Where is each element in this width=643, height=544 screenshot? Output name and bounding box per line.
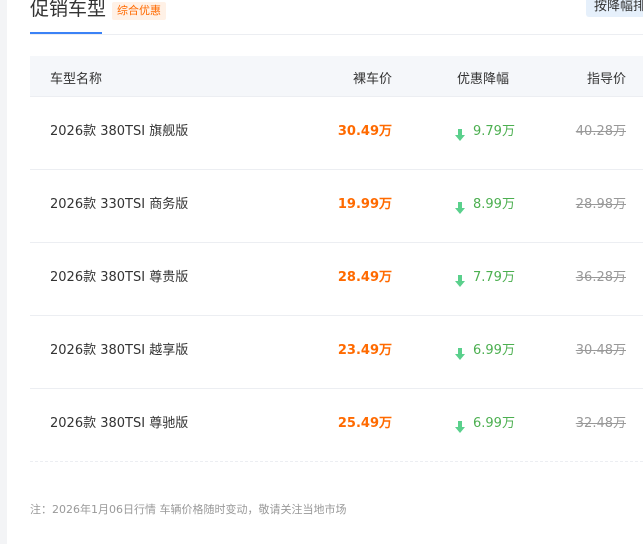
table-header [30,56,643,97]
model-name: 2026款 330TSI 商务版 [50,197,189,212]
divider [30,34,643,35]
bare-price: 25.49万 [337,416,392,431]
discount: 7.79万 [473,270,515,285]
discount: 6.99万 [473,416,515,431]
row-divider [30,388,643,389]
column-header: 车型名称 [50,72,103,87]
arrow-icon [455,348,465,360]
bare-price: 30.49万 [337,124,392,139]
arrow-icon [455,202,465,214]
bare-price: 28.49万 [337,270,392,285]
row-divider [30,169,643,170]
discount: 6.99万 [473,343,515,358]
discount: 8.99万 [473,197,515,212]
model-name: 2026款 380TSI 旗舰版 [50,124,189,139]
arrow-icon [455,421,465,433]
sort-button[interactable]: 按降幅排 [586,0,643,17]
down-arrow [455,272,465,287]
footnote: 注：2026年1月06日行情 车辆价格随时变动，敬请关注当地市场 [30,503,347,516]
discount: 9.79万 [473,124,515,139]
guide-price: 32.48万 [575,416,626,431]
guide-price: 40.28万 [575,124,626,139]
arrow-icon [455,129,465,141]
model-name: 2026款 380TSI 尊驰版 [50,416,189,431]
model-name: 2026款 380TSI 尊贵版 [50,270,189,285]
column-header: 裸车价 [352,72,392,87]
bare-price: 19.99万 [337,197,392,212]
row-divider [30,315,643,316]
guide-price: 28.98万 [575,197,626,212]
arrow-icon [455,275,465,287]
bare-price: 23.49万 [337,343,392,358]
guide-price: 36.28万 [575,270,626,285]
column-header: 优惠降幅 [457,72,510,87]
down-arrow [455,126,465,141]
column-header: 指导价 [586,72,626,87]
tab-title[interactable]: 促销车型 [30,0,107,20]
row-divider [30,242,643,243]
model-name: 2026款 380TSI 越享版 [50,343,189,358]
side-strip [0,0,7,544]
tag: 综合优惠 [112,2,166,20]
down-arrow [455,345,465,360]
down-arrow [455,199,465,214]
down-arrow [455,418,465,433]
guide-price: 30.48万 [575,343,626,358]
tab-underline [30,32,102,34]
row-divider [30,461,643,462]
